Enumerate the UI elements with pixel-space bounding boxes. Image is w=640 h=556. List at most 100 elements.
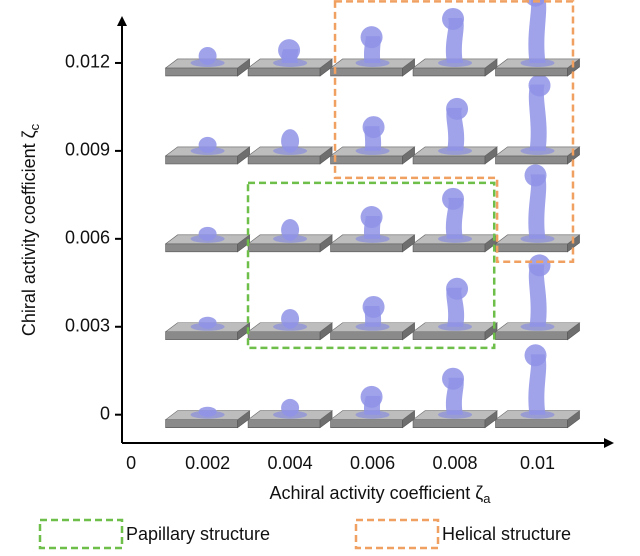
- slab-front: [412, 419, 486, 428]
- slab-front: [330, 67, 403, 77]
- blob: [198, 136, 217, 153]
- structure: [412, 277, 498, 341]
- structure: [329, 26, 416, 77]
- blob: [281, 308, 300, 329]
- legend-label: Helical structure: [442, 524, 571, 544]
- structure: [164, 136, 251, 165]
- slab-front: [247, 243, 321, 253]
- structure: [164, 46, 251, 77]
- slab-front: [330, 419, 403, 428]
- blob-head: [278, 39, 301, 62]
- blob-head: [442, 367, 465, 390]
- structure: [247, 308, 333, 341]
- y-tick-label: 0.003: [65, 316, 110, 336]
- x-axis-label: Achiral activity coefficient ζa: [270, 483, 492, 507]
- structure: [329, 206, 416, 253]
- slab-front: [165, 419, 238, 428]
- structure: [329, 295, 416, 341]
- blob: [198, 316, 217, 329]
- blob-head: [524, 164, 547, 187]
- blob: [281, 398, 300, 417]
- slab-front: [330, 155, 403, 165]
- slab-front: [247, 419, 321, 428]
- blob-head: [524, 344, 547, 367]
- slab-front: [412, 155, 486, 165]
- slab-front: [412, 331, 486, 341]
- y-label-sub: c: [27, 123, 42, 130]
- slab-front: [165, 331, 238, 341]
- structure: [329, 385, 416, 429]
- structures: [164, 0, 581, 429]
- slab-front: [495, 243, 568, 253]
- blob: [528, 354, 547, 415]
- slab-front: [247, 155, 321, 165]
- structure: [329, 116, 416, 165]
- slab-front: [165, 155, 238, 165]
- blob-head: [360, 385, 383, 408]
- slab-front: [495, 419, 568, 428]
- blob-head: [362, 116, 385, 139]
- blob: [528, 0, 547, 63]
- legend-label: Papillary structure: [126, 524, 270, 544]
- x-label-text: Achiral activity coefficient ζ: [270, 483, 484, 503]
- blob-head: [446, 97, 469, 120]
- x-tick-label: 0.002: [185, 453, 230, 473]
- blob-head: [442, 187, 465, 210]
- blob-head: [528, 74, 551, 97]
- region-outline: [246, 181, 496, 350]
- slab-front: [330, 331, 403, 341]
- slab-front: [412, 67, 486, 77]
- slab-front: [412, 243, 486, 253]
- y-tick-label: 0.006: [65, 228, 110, 248]
- blob: [198, 226, 217, 241]
- slab-front: [330, 243, 403, 253]
- blob-head: [528, 254, 551, 277]
- legend-swatch: [354, 518, 440, 550]
- x-label-sub: a: [483, 491, 491, 506]
- slab-front: [495, 331, 568, 341]
- structure: [247, 219, 333, 253]
- x-tick-label: 0.004: [268, 453, 313, 473]
- blob: [528, 264, 547, 327]
- x-tick-label: 0: [126, 453, 136, 473]
- blob: [528, 174, 547, 239]
- structure: [494, 164, 581, 253]
- blob: [528, 84, 547, 151]
- structure: [494, 74, 581, 165]
- blob-head: [362, 295, 385, 318]
- y-tick-label: 0.012: [65, 52, 110, 72]
- structure: [164, 316, 251, 341]
- region-outline: [333, 0, 575, 263]
- blob: [281, 219, 300, 241]
- slab-front: [495, 155, 568, 165]
- slab-front: [247, 331, 321, 341]
- structure: [412, 7, 498, 77]
- x-tick-label: 0.008: [433, 453, 478, 473]
- blob-head: [442, 7, 465, 30]
- structure: [494, 254, 581, 341]
- slab-front: [165, 243, 238, 253]
- slab-front: [165, 67, 238, 77]
- blob: [198, 406, 217, 417]
- structure: [247, 39, 333, 77]
- slab-front: [495, 67, 568, 77]
- y-axis-label: Chiral activity coefficient ζc: [19, 123, 43, 336]
- structure: [494, 0, 581, 77]
- structure: [412, 367, 498, 429]
- structure: [247, 129, 333, 165]
- y-label-text: Chiral activity coefficient ζ: [19, 130, 39, 336]
- structure: [412, 187, 498, 253]
- structure: [247, 398, 333, 429]
- y-tick-label: 0.009: [65, 140, 110, 160]
- blob-head: [446, 277, 469, 300]
- legend-swatch: [38, 518, 124, 550]
- x-tick-label: 0.006: [350, 453, 395, 473]
- blob-head: [525, 0, 546, 7]
- y-tick-label: 0: [100, 403, 110, 423]
- structure: [494, 344, 581, 429]
- blob-head: [360, 26, 383, 49]
- structure: [412, 97, 498, 165]
- structure: [164, 406, 251, 429]
